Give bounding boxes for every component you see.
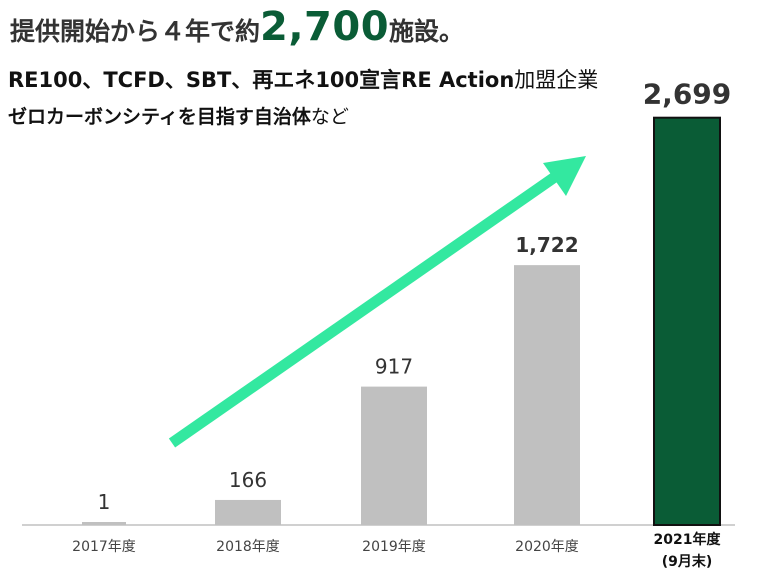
headline-facility-count: 2,700 <box>260 4 390 50</box>
bar-2017年度 <box>82 522 126 525</box>
bar-2020年度 <box>514 265 580 525</box>
bar-2019年度 <box>361 386 427 525</box>
category-label-2021年度: 2021年度 <box>654 531 722 548</box>
trend-arrow <box>168 156 586 448</box>
headline: 提供開始から４年で約2,700施設。 <box>10 4 464 50</box>
value-label-2018年度: 166 <box>229 468 267 492</box>
value-label-2017年度: 1 <box>98 490 111 514</box>
category-note-2021年度: (9月末) <box>662 553 713 570</box>
subtitle-municipalities-normal: など <box>310 106 349 128</box>
category-label-2018年度: 2018年度 <box>216 539 280 555</box>
bar-2021年度 <box>653 116 721 527</box>
bar-2018年度 <box>215 499 281 525</box>
headline-prefix: 提供開始から４年で約 <box>10 17 261 46</box>
category-label-2017年度: 2017年度 <box>72 539 136 555</box>
value-label-2021年度: 2,699 <box>643 78 732 111</box>
value-label-2019年度: 917 <box>375 355 413 379</box>
category-label-2019年度: 2019年度 <box>362 539 426 555</box>
subtitle-municipalities-bold: ゼロカーボンシティを目指す自治体 <box>8 106 311 128</box>
subtitle-members-bold: RE100、TCFD、SBT、再エネ100宣言RE Action <box>8 68 515 92</box>
subtitle-municipalities: ゼロカーボンシティを目指す自治体など <box>8 102 349 129</box>
category-label-2020年度: 2020年度 <box>515 539 579 555</box>
value-label-2020年度: 1,722 <box>515 233 578 257</box>
subtitle-members-normal: 加盟企業 <box>514 68 599 92</box>
subtitle-members: RE100、TCFD、SBT、再エネ100宣言RE Action加盟企業 <box>8 64 598 94</box>
headline-suffix: 施設。 <box>389 17 465 46</box>
